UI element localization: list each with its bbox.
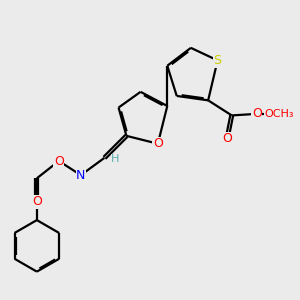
Text: N: N	[76, 169, 86, 182]
Text: OCH₃: OCH₃	[264, 109, 294, 119]
Text: O: O	[32, 195, 42, 208]
Text: O: O	[222, 133, 232, 146]
Text: H: H	[111, 154, 120, 164]
Text: O: O	[153, 137, 163, 150]
Text: O: O	[252, 107, 262, 120]
Text: S: S	[214, 54, 222, 67]
Text: O: O	[54, 154, 64, 167]
